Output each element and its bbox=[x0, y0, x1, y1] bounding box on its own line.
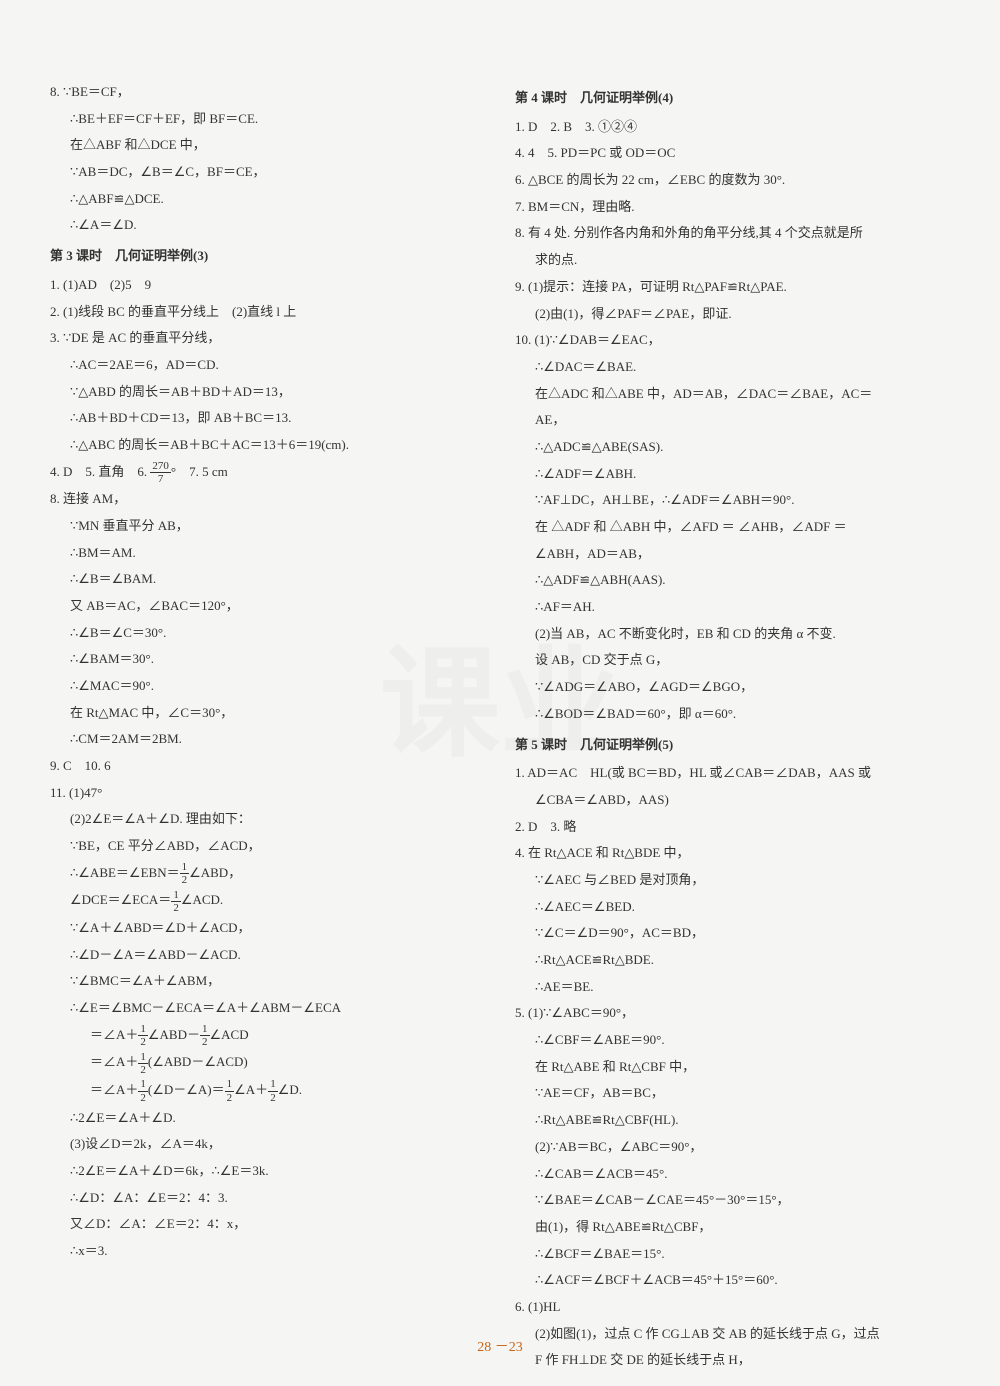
text-line: 7. BM＝CN，理由略. bbox=[515, 195, 950, 220]
text-line: 4. 4 5. PD＝PC 或 OD＝OC bbox=[515, 141, 950, 166]
text-line: ∴△ABC 的周长＝AB＋BC＋AC＝13＋6＝19(cm). bbox=[50, 433, 485, 458]
text-line: ∴△ADC≌△ABE(SAS). bbox=[515, 435, 950, 460]
text-line: ∴AF＝AH. bbox=[515, 595, 950, 620]
text-line: ∴∠D：∠A：∠E＝2：4：3. bbox=[50, 1186, 485, 1211]
content-container: 8. ∵BE＝CF，∴BE＋EF＝CF＋EF，即 BF＝CE.在△ABF 和△D… bbox=[50, 80, 950, 1375]
text-line: ∠CBA＝∠ABD，AAS) bbox=[515, 788, 950, 813]
text-line: ∠ABH，AD＝AB， bbox=[515, 542, 950, 567]
text-line: 1. D 2. B 3. ①②④ bbox=[515, 115, 950, 140]
text-line: ∵MN 垂直平分 AB， bbox=[50, 514, 485, 539]
text-line: 4. D 5. 直角 6. 2707° 7. 5 cm bbox=[50, 460, 485, 486]
text-line: ∴∠B＝∠C＝30°. bbox=[50, 621, 485, 646]
text-line: (2)如图(1)，过点 C 作 CG⊥AB 交 AB 的延长线于点 G，过点 bbox=[515, 1322, 950, 1347]
text-line: ∵∠AEC 与∠BED 是对顶角， bbox=[515, 868, 950, 893]
text-line: ∴∠DAC＝∠BAE. bbox=[515, 355, 950, 380]
text-line: 6. △BCE 的周长为 22 cm，∠EBC 的度数为 30°. bbox=[515, 168, 950, 193]
text-line: 10. (1)∵∠DAB＝∠EAC， bbox=[515, 328, 950, 353]
text-line: 5. (1)∵∠ABC＝90°， bbox=[515, 1001, 950, 1026]
text-line: ∴∠BAM＝30°. bbox=[50, 647, 485, 672]
text-line: ＝∠A＋12(∠D－∠A)＝12∠A＋12∠D. bbox=[50, 1078, 485, 1104]
text-line: 9. C 10. 6 bbox=[50, 754, 485, 779]
text-line: 又∠D：∠A：∠E＝2：4：x， bbox=[50, 1212, 485, 1237]
section-header: 第 3 课时 几何证明举例(3) bbox=[50, 244, 485, 269]
text-line: ∴Rt△ABE≌Rt△CBF(HL). bbox=[515, 1108, 950, 1133]
text-line: (3)设∠D＝2k，∠A＝4k， bbox=[50, 1132, 485, 1157]
right-column: 第 4 课时 几何证明举例(4) 1. D 2. B 3. ①②④4. 4 5. … bbox=[515, 80, 950, 1375]
text-line: ∵BE，CE 平分∠ABD，∠ACD， bbox=[50, 834, 485, 859]
text-line: ＝∠A＋12(∠ABD－∠ACD) bbox=[50, 1050, 485, 1076]
text-line: 8. ∵BE＝CF， bbox=[50, 80, 485, 105]
text-line: ∴∠B＝∠BAM. bbox=[50, 567, 485, 592]
section-header: 第 5 课时 几何证明举例(5) bbox=[515, 733, 950, 758]
text-line: ∴2∠E＝∠A＋∠D. bbox=[50, 1106, 485, 1131]
text-line: ∵AF⊥DC，AH⊥BE，∴∠ADF＝∠ABH＝90°. bbox=[515, 488, 950, 513]
text-line: 在 △ADF 和 △ABH 中，∠AFD ＝ ∠AHB，∠ADF ＝ bbox=[515, 515, 950, 540]
text-line: ∠DCE＝∠ECA＝12∠ACD. bbox=[50, 888, 485, 914]
text-line: ∴∠ABE＝∠EBN＝12∠ABD， bbox=[50, 861, 485, 887]
text-line: 在 Rt△ABE 和 Rt△CBF 中， bbox=[515, 1055, 950, 1080]
text-line: ∴x＝3. bbox=[50, 1239, 485, 1264]
text-line: ∴△ABF≌△DCE. bbox=[50, 187, 485, 212]
text-line: ∴∠MAC＝90°. bbox=[50, 674, 485, 699]
text-line: AE， bbox=[515, 408, 950, 433]
text-line: ∴CM＝2AM＝2BM. bbox=[50, 727, 485, 752]
text-line: ∴∠AEC＝∠BED. bbox=[515, 895, 950, 920]
text-line: 求的点. bbox=[515, 248, 950, 273]
text-line: ∴△ADF≌△ABH(AAS). bbox=[515, 568, 950, 593]
text-line: ∵△ABD 的周长＝AB＋BD＋AD＝13， bbox=[50, 380, 485, 405]
text-line: ∵∠ADG＝∠ABO，∠AGD＝∠BGO， bbox=[515, 675, 950, 700]
text-line: ∵∠BAE＝∠CAB－∠CAE＝45°－30°＝15°， bbox=[515, 1188, 950, 1213]
text-line: 1. (1)AD (2)5 9 bbox=[50, 273, 485, 298]
text-line: 3. ∵DE 是 AC 的垂直平分线， bbox=[50, 326, 485, 351]
text-line: ∵AB＝DC，∠B＝∠C，BF＝CE， bbox=[50, 160, 485, 185]
text-line: ∵∠C＝∠D＝90°，AC＝BD， bbox=[515, 921, 950, 946]
text-line: (2)∵AB＝BC，∠ABC＝90°， bbox=[515, 1135, 950, 1160]
text-line: 在 Rt△MAC 中，∠C＝30°， bbox=[50, 701, 485, 726]
text-line: 2. (1)线段 BC 的垂直平分线上 (2)直线 l 上 bbox=[50, 300, 485, 325]
text-line: 9. (1)提示：连接 PA，可证明 Rt△PAF≌Rt△PAE. bbox=[515, 275, 950, 300]
text-line: 又 AB＝AC，∠BAC＝120°， bbox=[50, 594, 485, 619]
text-line: F 作 FH⊥DE 交 DE 的延长线于点 H， bbox=[515, 1348, 950, 1373]
text-line: ∴∠D－∠A＝∠ABD－∠ACD. bbox=[50, 943, 485, 968]
text-line: ∴AB＋BD＋CD＝13，即 AB＋BC＝13. bbox=[50, 406, 485, 431]
text-line: ∴BM＝AM. bbox=[50, 541, 485, 566]
text-line: 在△ABF 和△DCE 中， bbox=[50, 133, 485, 158]
text-line: (2)2∠E＝∠A＋∠D. 理由如下： bbox=[50, 807, 485, 832]
left-column: 8. ∵BE＝CF，∴BE＋EF＝CF＋EF，即 BF＝CE.在△ABF 和△D… bbox=[50, 80, 485, 1375]
text-line: ∴∠E＝∠BMC－∠ECA＝∠A＋∠ABM－∠ECA bbox=[50, 996, 485, 1021]
text-line: 11. (1)47° bbox=[50, 781, 485, 806]
text-line: 4. 在 Rt△ACE 和 Rt△BDE 中， bbox=[515, 841, 950, 866]
text-line: ∴∠CBF＝∠ABE＝90°. bbox=[515, 1028, 950, 1053]
text-line: ∴2∠E＝∠A＋∠D＝6k，∴∠E＝3k. bbox=[50, 1159, 485, 1184]
text-line: ∴BE＋EF＝CF＋EF，即 BF＝CE. bbox=[50, 107, 485, 132]
text-line: (2)由(1)，得∠PAF＝∠PAE，即证. bbox=[515, 302, 950, 327]
text-line: ＝∠A＋12∠ABD－12∠ACD bbox=[50, 1023, 485, 1049]
text-line: 6. (1)HL bbox=[515, 1295, 950, 1320]
text-line: 8. 有 4 处. 分别作各内角和外角的角平分线,其 4 个交点就是所 bbox=[515, 221, 950, 246]
text-line: (2)当 AB，AC 不断变化时，EB 和 CD 的夹角 α 不变. bbox=[515, 622, 950, 647]
text-line: ∴∠ACF＝∠BCF＋∠ACB＝45°＋15°＝60°. bbox=[515, 1268, 950, 1293]
text-line: ∴∠BOD＝∠BAD＝60°，即 α＝60°. bbox=[515, 702, 950, 727]
text-line: 在△ADC 和△ABE 中，AD＝AB，∠DAC＝∠BAE，AC＝ bbox=[515, 382, 950, 407]
text-line: ∴∠BCF＝∠BAE＝15°. bbox=[515, 1242, 950, 1267]
text-line: 设 AB，CD 交于点 G， bbox=[515, 648, 950, 673]
text-line: ∴∠CAB＝∠ACB＝45°. bbox=[515, 1162, 950, 1187]
text-line: 由(1)，得 Rt△ABE≌Rt△CBF， bbox=[515, 1215, 950, 1240]
text-line: ∴Rt△ACE≌Rt△BDE. bbox=[515, 948, 950, 973]
section-header: 第 4 课时 几何证明举例(4) bbox=[515, 86, 950, 111]
text-line: 1. AD＝AC HL(或 BC＝BD，HL 或∠CAB＝∠DAB，AAS 或 bbox=[515, 761, 950, 786]
text-line: ∴∠ADF＝∠ABH. bbox=[515, 462, 950, 487]
text-line: 8. 连接 AM， bbox=[50, 487, 485, 512]
text-line: ∴∠A＝∠D. bbox=[50, 213, 485, 238]
text-line: ∴AE＝BE. bbox=[515, 975, 950, 1000]
text-line: 2. D 3. 略 bbox=[515, 815, 950, 840]
text-line: ∴AC＝2AE＝6，AD＝CD. bbox=[50, 353, 485, 378]
text-line: ∵AE＝CF，AB＝BC， bbox=[515, 1081, 950, 1106]
text-line: ∵∠BMC＝∠A＋∠ABM， bbox=[50, 969, 485, 994]
text-line: ∵∠A＋∠ABD＝∠D＋∠ACD， bbox=[50, 916, 485, 941]
